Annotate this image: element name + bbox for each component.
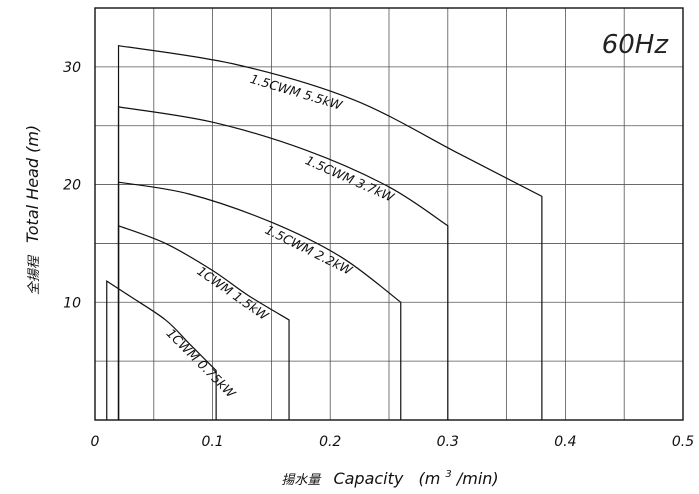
y-tick-label: 20 <box>63 178 81 194</box>
series-curve <box>117 181 402 420</box>
x-tick-labels: 0 0.1 0.2 0.3 0.4 0.5 <box>91 434 695 450</box>
y-axis-label-jp: 全揚程 <box>26 254 42 295</box>
y-tick-label: 30 <box>63 60 81 76</box>
x-axis-label-en: Capacity <box>333 469 403 488</box>
y-tick-label: 10 <box>63 295 81 311</box>
x-axis-label-jp: 揚水量 <box>281 473 322 488</box>
series-label: 1.5CWM 2.2kW <box>263 222 355 278</box>
grid-lines <box>95 8 683 420</box>
y-axis-label: 全揚程 Total Head (m) <box>23 125 42 295</box>
series-label: 1.5CWM 3.7kW <box>303 152 397 205</box>
x-tick-label: 0.2 <box>319 434 341 450</box>
series-curve <box>117 44 543 420</box>
series-curve <box>106 279 217 420</box>
x-axis-unit-close: /min) <box>455 469 499 488</box>
series-label: 1CWM 1.5kW <box>194 263 271 323</box>
frequency-label: 60Hz <box>602 30 670 60</box>
performance-curves <box>106 44 543 420</box>
x-tick-label: 0.4 <box>554 434 576 450</box>
series-curve <box>117 224 290 420</box>
x-axis-unit-sup: 3 <box>445 469 451 480</box>
x-tick-label: 0.3 <box>437 434 459 450</box>
y-tick-labels: 10 20 30 <box>63 60 81 311</box>
series-curve <box>117 106 449 420</box>
x-tick-label: 0.5 <box>672 434 694 450</box>
x-axis-unit-open: (m <box>418 469 440 488</box>
x-tick-label: 0 <box>91 434 100 450</box>
x-axis-label: 揚水量 Capacity (m 3 /min) <box>281 462 498 488</box>
y-axis-label-en: Total Head (m) <box>23 125 42 243</box>
plot-frame <box>94 7 684 421</box>
x-tick-label: 0.1 <box>201 434 223 450</box>
series-label: 1CWM 0.75kW <box>164 326 240 402</box>
